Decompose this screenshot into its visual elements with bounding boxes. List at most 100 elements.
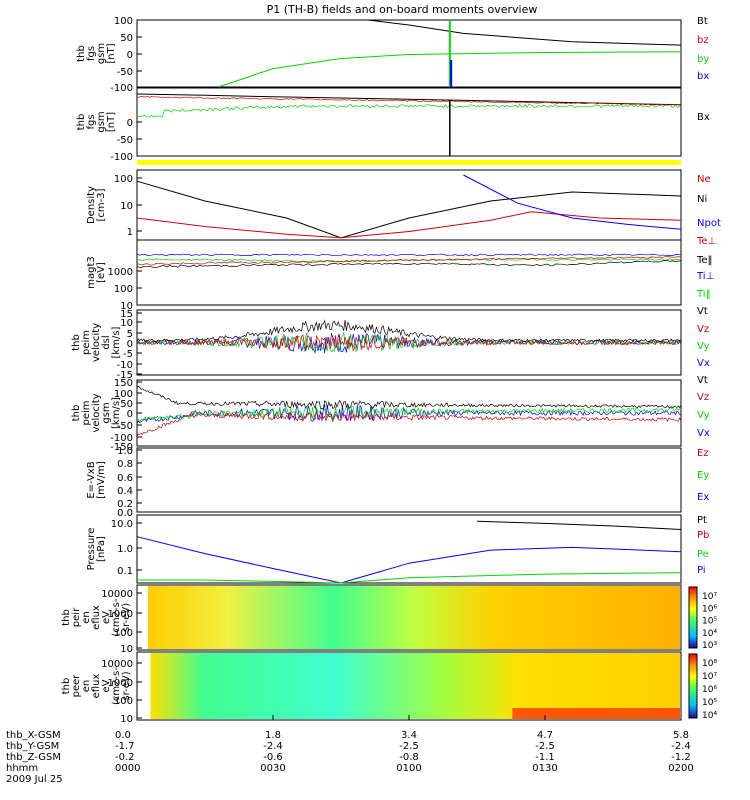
- y-axis-label: eV: [101, 611, 112, 624]
- x-tick-label: -0.8: [399, 752, 419, 763]
- y-tick-label: 10: [120, 301, 133, 312]
- legend-pi: Pi: [697, 565, 706, 576]
- panel-peir: 10000 1000 100 10 thb peir en eflux eV (cm2-s-sr-…: [61, 584, 717, 655]
- panel-temp: 1000 100 10 magt3 [eV] Te⊥ Te‖ Ti⊥ Ti‖: [86, 236, 716, 312]
- colorbar-tick-label: 10⁵: [702, 617, 717, 627]
- colorbar-tick-label: 10⁶: [702, 604, 717, 614]
- y-axis-label: [mV/m]: [96, 461, 107, 499]
- legend-bx: bx: [697, 71, 709, 82]
- y-axis-label: peim: [81, 330, 92, 355]
- y-tick-label: 10000: [101, 589, 133, 600]
- series-pe: [137, 572, 682, 584]
- y-tick-label: 1000: [108, 678, 133, 689]
- legend-ez: Ez: [697, 448, 709, 459]
- y-tick-label: -50: [117, 421, 133, 432]
- legend-te‖: Te‖: [696, 255, 713, 266]
- y-tick-label: 0.0: [117, 508, 133, 519]
- x-tick-label: 0130: [532, 763, 557, 774]
- spectrogram-ions: [147, 586, 680, 649]
- trace-bz-fgs2: [136, 95, 682, 106]
- x-tick-label: 0200: [668, 763, 693, 774]
- trace-vx-dsl: [136, 332, 682, 354]
- y-axis-label: sr-eV): [121, 603, 132, 632]
- y-tick-label: 100: [114, 628, 133, 639]
- series-npot: [463, 174, 682, 230]
- x-tick-label: 0000: [115, 763, 140, 774]
- y-axis-label: thb: [76, 45, 87, 62]
- y-tick-label: -5: [123, 349, 133, 360]
- x-tick-label: 0100: [396, 763, 421, 774]
- y-tick-label: 0.8: [117, 459, 133, 470]
- plot-title: P1 (TH-B) fields and on-board moments ov…: [267, 3, 538, 16]
- x-tick-label: 3.4: [401, 730, 417, 741]
- x-axis-row-label: 2009 Jul 25: [6, 774, 63, 785]
- y-axis-label: thb: [76, 114, 87, 131]
- trace-ti-perp: [136, 253, 682, 256]
- colorbar-tick-label: 10³: [702, 641, 717, 651]
- y-tick-label: -100: [110, 433, 133, 444]
- y-axis-label: velocity: [91, 393, 102, 432]
- legend-pt: Pt: [697, 515, 707, 526]
- y-tick-label: 10: [120, 318, 133, 329]
- y-tick-label: 1.0: [117, 544, 133, 555]
- y-axis-label: [km/s]: [111, 326, 122, 358]
- y-tick-label: 1: [127, 227, 133, 238]
- x-tick-label: 0.0: [115, 730, 131, 741]
- legend-by: by: [697, 54, 709, 65]
- panel-frame: [136, 514, 682, 584]
- panel-frame: [136, 19, 682, 88]
- y-axis-label: [nT]: [106, 43, 117, 63]
- y-axis-label: E=-VxB: [86, 461, 97, 498]
- y-axis-label: Pressure: [86, 528, 97, 571]
- y-tick-label: 10000: [101, 659, 133, 670]
- y-axis-label: peir: [71, 607, 82, 627]
- y-axis-label: [eV]: [96, 262, 107, 283]
- x-tick-label: -2.5: [399, 741, 419, 752]
- y-axis-label: magt3: [86, 256, 97, 289]
- colorbar-tick-label: 10⁸: [702, 659, 717, 669]
- spectrogram-electrons-lowE: [512, 708, 680, 719]
- y-tick-label: 10: [120, 201, 133, 212]
- panel-frame: [136, 169, 682, 241]
- y-tick-label: 100: [114, 284, 133, 295]
- legend-ti‖: Ti‖: [696, 289, 711, 300]
- x-tick-label: 4.7: [537, 730, 553, 741]
- y-tick-label: 10.0: [111, 519, 133, 530]
- y-axis-label: en: [81, 680, 92, 693]
- y-axis-label: velocity: [91, 323, 102, 362]
- panel-frame: [136, 239, 682, 306]
- x-tick-label: -1.1: [535, 752, 555, 763]
- trace-vx-gsm: [136, 404, 682, 424]
- legend-vy: Vy: [697, 341, 710, 352]
- trace-vy-dsl: [136, 331, 682, 353]
- y-tick-label: -100: [110, 83, 133, 94]
- colorbar: [688, 586, 698, 649]
- series-ni: [136, 180, 682, 239]
- x-tick-label: -2.4: [671, 741, 691, 752]
- series-ne: [136, 211, 682, 239]
- series-bt: [368, 19, 682, 46]
- colorbar-tick-label: 10⁷: [702, 592, 717, 602]
- panel-peer: 10000 1000 100 10 thb peer en eflux eV (cm2-s-sr-…: [61, 651, 717, 725]
- legend-te⊥: Te⊥: [696, 236, 716, 247]
- x-axis-row-label: thb_X-GSM: [6, 730, 61, 741]
- legend-ey: Ey: [697, 470, 709, 481]
- y-axis-label: eflux: [91, 674, 102, 699]
- y-tick-label: -15: [117, 370, 133, 381]
- colorbar-tick-label: 10⁴: [702, 629, 717, 639]
- legend-ne: Ne: [697, 174, 711, 185]
- y-axis-label: gsm: [96, 43, 107, 64]
- x-axis-row-label: thb_Y-GSM: [6, 741, 59, 752]
- y-axis-label: (cm2-s-: [111, 667, 122, 705]
- y-axis-label: peim: [81, 400, 92, 425]
- legend-vx: Vx: [697, 358, 710, 369]
- x-tick-label: 1.8: [265, 730, 281, 741]
- y-tick-label: 150: [114, 378, 133, 389]
- x-tick-label: -0.2: [115, 752, 135, 763]
- trace-ti-par: [136, 258, 682, 263]
- panel-frame: [136, 584, 682, 651]
- y-axis-label: thb: [61, 678, 72, 695]
- colorbar-tick-label: 10⁷: [702, 672, 717, 682]
